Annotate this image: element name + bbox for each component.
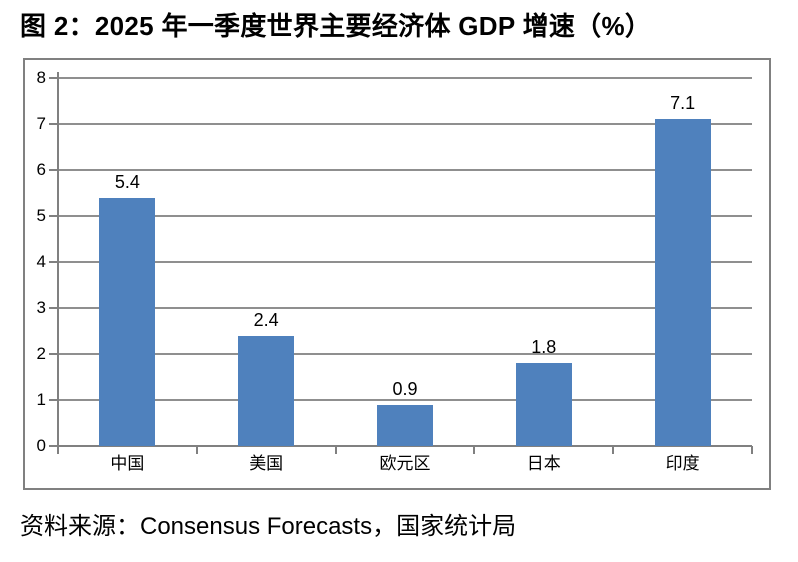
data-label-中国: 5.4 <box>114 171 140 192</box>
y-axis-label-2: 2 <box>36 344 46 363</box>
y-axis-label-6: 6 <box>36 160 46 179</box>
y-axis-tick-1 <box>49 399 58 401</box>
data-label-美国: 2.4 <box>253 309 279 330</box>
x-axis-tick-0 <box>57 446 59 454</box>
bar-美国 <box>238 335 295 446</box>
data-label-印度: 7.1 <box>670 93 696 114</box>
gridline-y-6 <box>58 169 752 171</box>
gridline-y-4 <box>58 261 752 263</box>
gridline-y-8 <box>58 77 752 79</box>
x-axis-tick-2 <box>334 446 337 454</box>
bar-欧元区 <box>377 404 433 446</box>
y-axis-label-3: 3 <box>36 298 46 317</box>
plot-area: 0 1 2 3 4 5 6 7 8 5.4 中国 2.4 美国 0.9 欧元区 1.8 日本 7.1 印度 <box>25 60 769 488</box>
x-axis-label-印度: 印度 <box>665 454 700 473</box>
y-axis-tick-2 <box>49 353 58 355</box>
data-label-日本: 1.8 <box>531 337 557 358</box>
bar-印度 <box>654 119 711 446</box>
gdp-bar-chart: 0 1 2 3 4 5 6 7 8 5.4 中国 2.4 美国 0.9 欧元区 1.8 日本 7.1 印度 <box>23 58 771 490</box>
y-axis-tick-7 <box>49 123 58 125</box>
y-axis-line <box>57 72 59 448</box>
gridline-y-2 <box>58 353 752 355</box>
x-axis-tick-4 <box>612 446 615 454</box>
y-axis-tick-5 <box>49 215 58 217</box>
x-axis-tick-5 <box>751 446 753 454</box>
y-axis-tick-8 <box>49 77 58 79</box>
x-axis-label-欧元区: 欧元区 <box>379 454 431 473</box>
x-axis-label-中国: 中国 <box>110 454 145 473</box>
y-axis-tick-6 <box>49 169 58 171</box>
x-axis-tick-3 <box>473 446 476 454</box>
x-axis-tick-1 <box>195 446 198 454</box>
gridline-y-5 <box>58 215 752 217</box>
gridline-y-3 <box>58 307 752 309</box>
y-axis-label-4: 4 <box>36 252 46 271</box>
y-axis-label-8: 8 <box>36 68 46 87</box>
x-axis-label-日本: 日本 <box>526 454 561 473</box>
y-axis-tick-4 <box>49 261 58 263</box>
y-axis-tick-0 <box>49 445 58 447</box>
gridline-y-7 <box>58 123 752 125</box>
gridline-y-1 <box>58 399 752 401</box>
y-axis-label-7: 7 <box>36 114 46 133</box>
data-label-欧元区: 0.9 <box>392 378 418 399</box>
bar-中国 <box>99 197 156 446</box>
gridline-y-0 <box>58 445 752 447</box>
y-axis-label-0: 0 <box>36 436 46 455</box>
y-axis-tick-3 <box>49 307 58 309</box>
x-axis-label-美国: 美国 <box>249 454 284 473</box>
bar-日本 <box>515 363 572 446</box>
y-axis-label-5: 5 <box>36 206 46 225</box>
source-note: 资料来源：Consensus Forecasts，国家统计局 <box>20 513 517 540</box>
figure-title: 图 2：2025 年一季度世界主要经济体 GDP 增速（%） <box>20 11 652 41</box>
y-axis-label-1: 1 <box>36 390 46 409</box>
